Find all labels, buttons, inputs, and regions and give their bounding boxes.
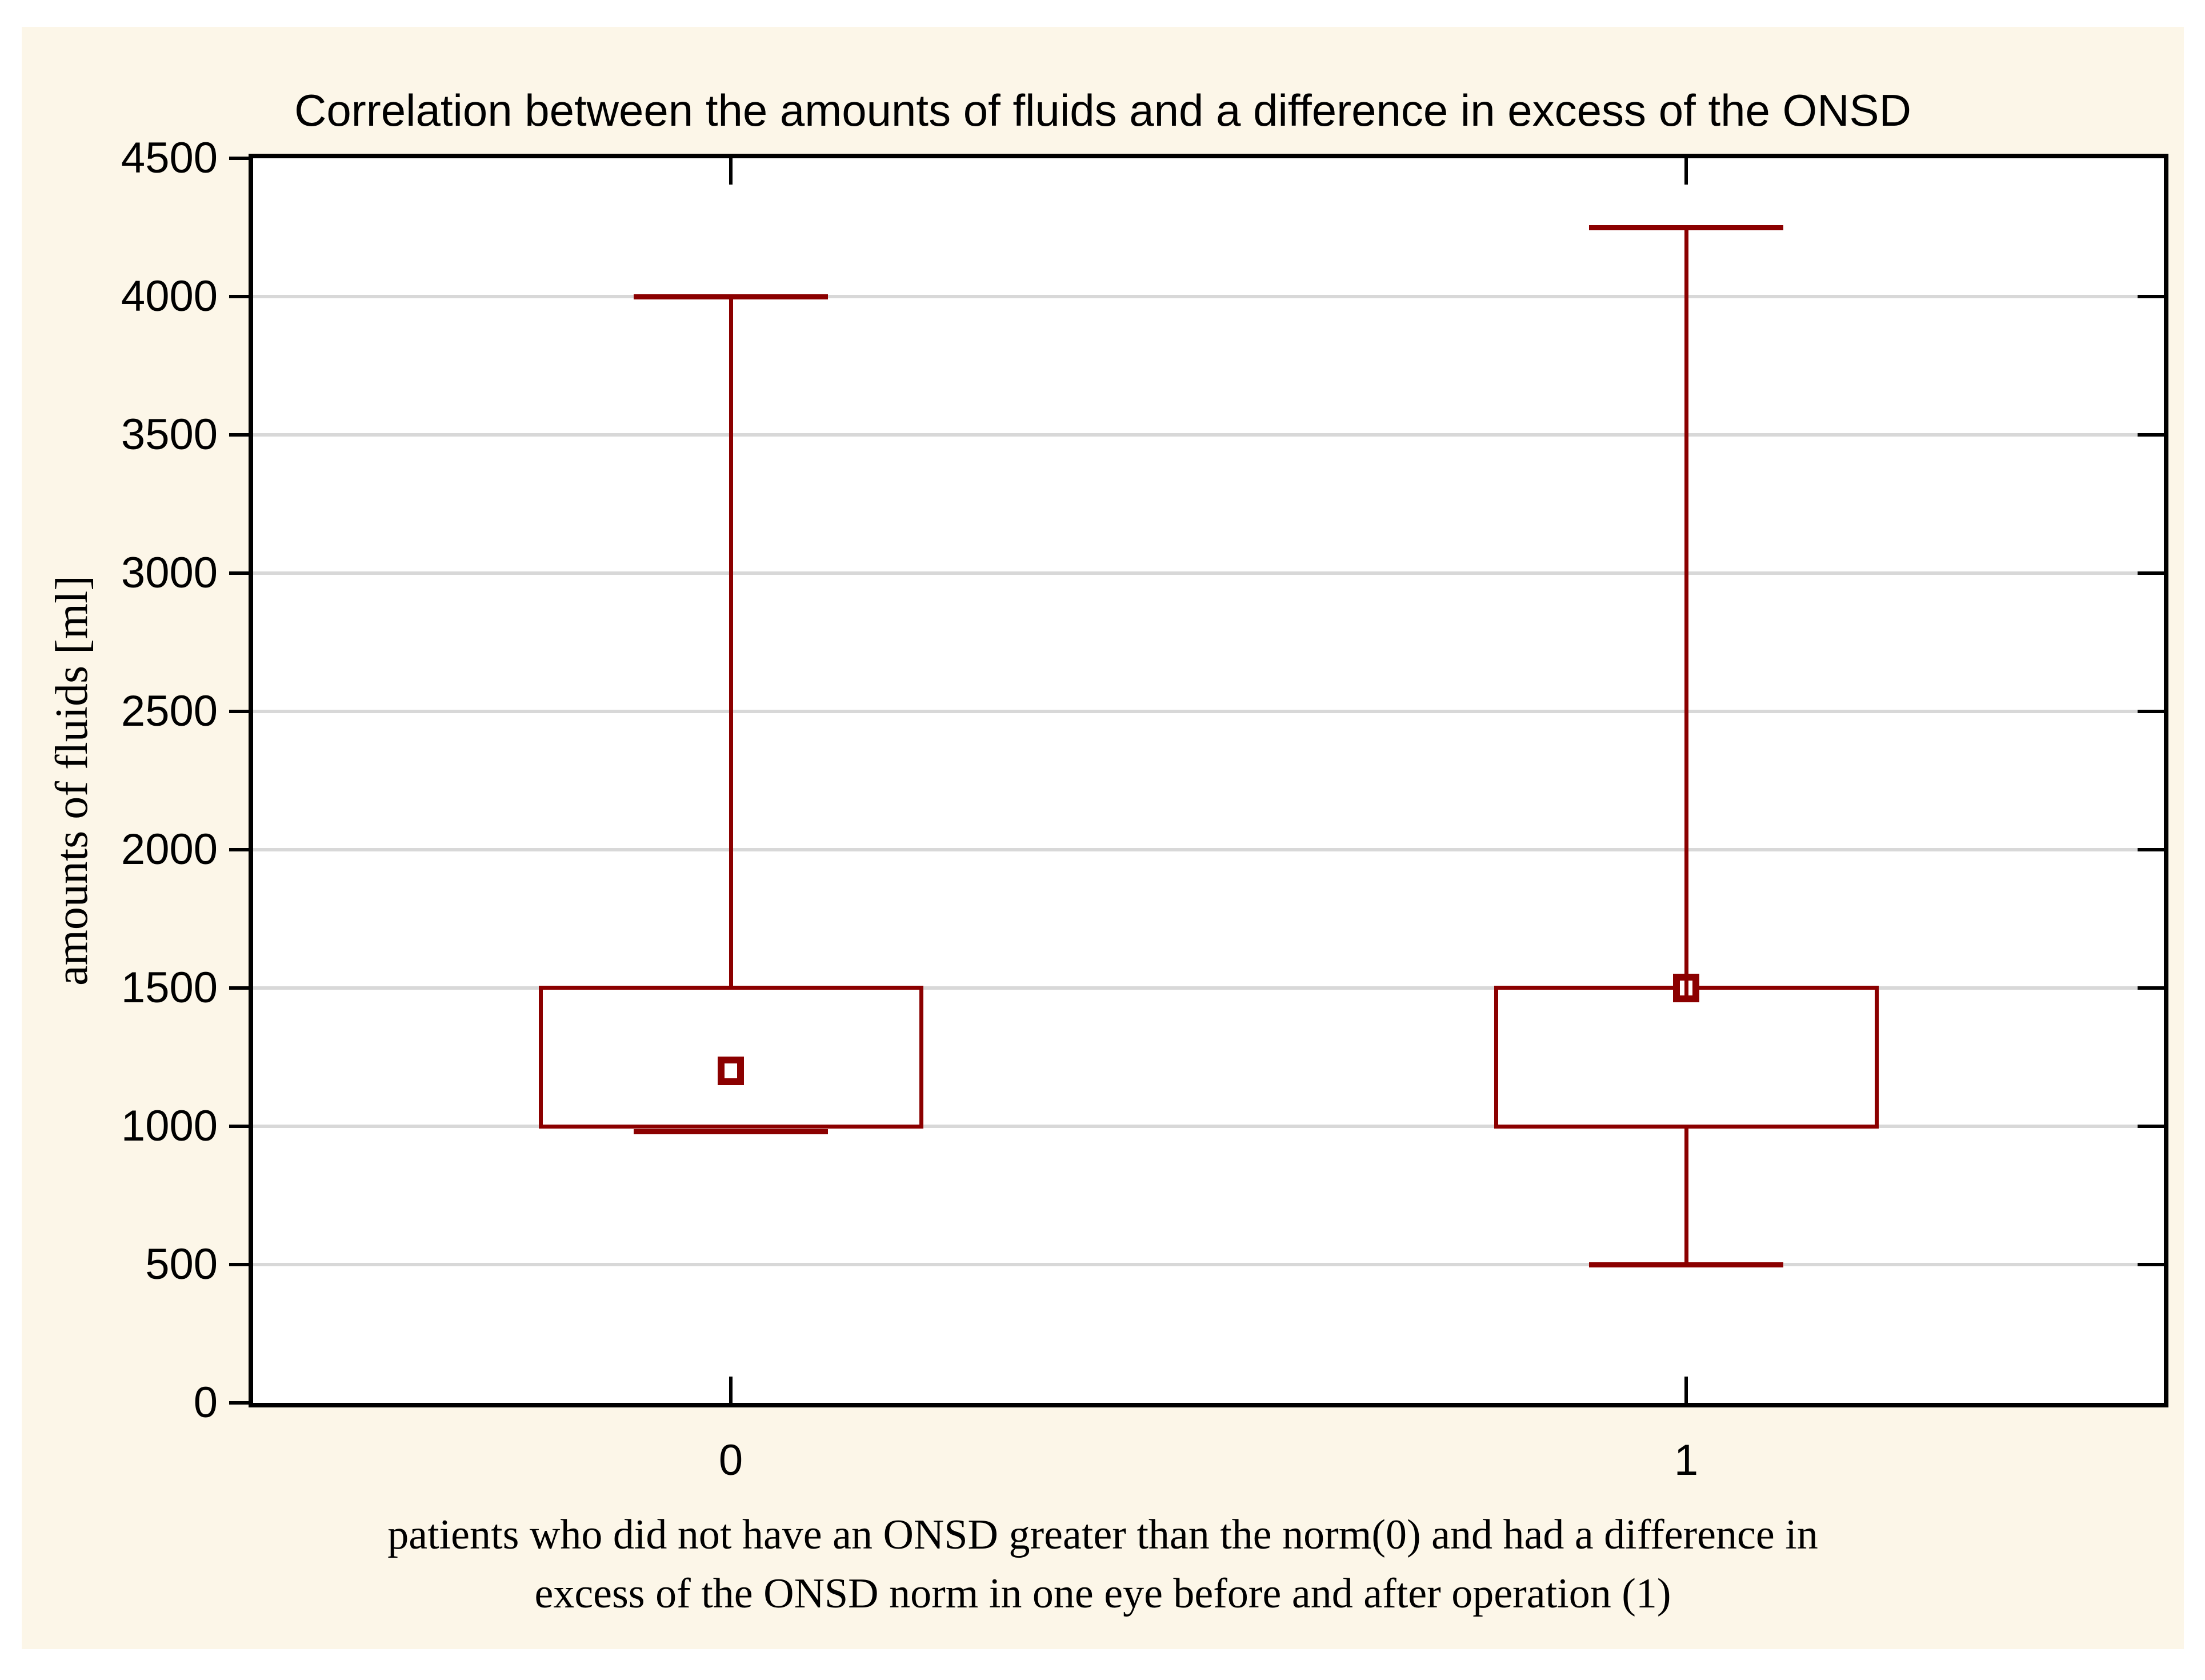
y-tick-label-2000: 2000 bbox=[121, 825, 218, 874]
x-tick-top-1 bbox=[1684, 158, 1688, 185]
y-tick-left-500 bbox=[229, 1263, 249, 1266]
upper-whisker-cap-0 bbox=[634, 294, 828, 299]
lower-whisker-1 bbox=[1684, 1126, 1688, 1265]
y-tick-left-3500 bbox=[229, 433, 249, 437]
y-tick-left-1500 bbox=[229, 986, 249, 990]
x-axis-caption-line-2: excess of the ONSD norm in one eye befor… bbox=[534, 1570, 1671, 1617]
gridline-3000 bbox=[253, 571, 2164, 575]
gridline-1500 bbox=[253, 986, 2164, 990]
y-tick-right-1500 bbox=[2138, 986, 2164, 990]
y-tick-right-4000 bbox=[2138, 295, 2164, 298]
plot-area bbox=[249, 154, 2168, 1407]
x-tick-label-0: 0 bbox=[718, 1436, 743, 1485]
y-tick-label-4000: 4000 bbox=[121, 272, 218, 321]
y-tick-label-3000: 3000 bbox=[121, 549, 218, 597]
y-tick-right-3000 bbox=[2138, 571, 2164, 575]
gridline-3500 bbox=[253, 433, 2164, 437]
y-tick-right-3500 bbox=[2138, 433, 2164, 437]
y-tick-label-2500: 2500 bbox=[121, 687, 218, 735]
y-tick-left-2000 bbox=[229, 848, 249, 851]
lower-whisker-cap-0 bbox=[634, 1129, 828, 1134]
y-tick-left-2500 bbox=[229, 710, 249, 713]
y-tick-left-1000 bbox=[229, 1125, 249, 1128]
gridline-500 bbox=[253, 1263, 2164, 1266]
y-tick-label-3500: 3500 bbox=[121, 410, 218, 459]
gridline-2000 bbox=[253, 848, 2164, 851]
x-axis-caption-line-1: patients who did not have an ONSD greate… bbox=[387, 1511, 1818, 1558]
x-axis-caption: patients who did not have an ONSD greate… bbox=[22, 1506, 2184, 1623]
chart-panel: Correlation between the amounts of fluid… bbox=[22, 27, 2184, 1649]
x-tick-bottom-0 bbox=[729, 1377, 733, 1403]
y-tick-label-500: 500 bbox=[145, 1240, 218, 1289]
y-tick-right-500 bbox=[2138, 1263, 2164, 1266]
y-tick-left-4500 bbox=[229, 157, 249, 160]
x-tick-bottom-1 bbox=[1684, 1377, 1688, 1403]
gridline-4000 bbox=[253, 295, 2164, 298]
median-marker-0 bbox=[718, 1057, 744, 1085]
upper-whisker-1 bbox=[1684, 227, 1688, 1002]
y-tick-left-0 bbox=[229, 1401, 249, 1405]
y-tick-label-0: 0 bbox=[193, 1378, 218, 1427]
gridline-2500 bbox=[253, 710, 2164, 713]
x-tick-top-0 bbox=[729, 158, 733, 185]
chart-title: Correlation between the amounts of fluid… bbox=[294, 85, 1911, 135]
x-tick-label-1: 1 bbox=[1674, 1436, 1699, 1485]
y-tick-left-4000 bbox=[229, 295, 249, 298]
y-tick-right-2000 bbox=[2138, 848, 2164, 851]
y-tick-label-1000: 1000 bbox=[121, 1102, 218, 1150]
upper-whisker-0 bbox=[729, 297, 733, 988]
y-tick-left-3000 bbox=[229, 571, 249, 575]
y-tick-label-4500: 4500 bbox=[121, 134, 218, 182]
gridline-1000 bbox=[253, 1125, 2164, 1128]
upper-whisker-cap-1 bbox=[1589, 225, 1783, 230]
y-tick-right-2500 bbox=[2138, 710, 2164, 713]
lower-whisker-cap-1 bbox=[1589, 1262, 1783, 1267]
y-tick-label-1500: 1500 bbox=[121, 963, 218, 1012]
y-tick-right-1000 bbox=[2138, 1125, 2164, 1128]
box-1 bbox=[1494, 986, 1879, 1129]
